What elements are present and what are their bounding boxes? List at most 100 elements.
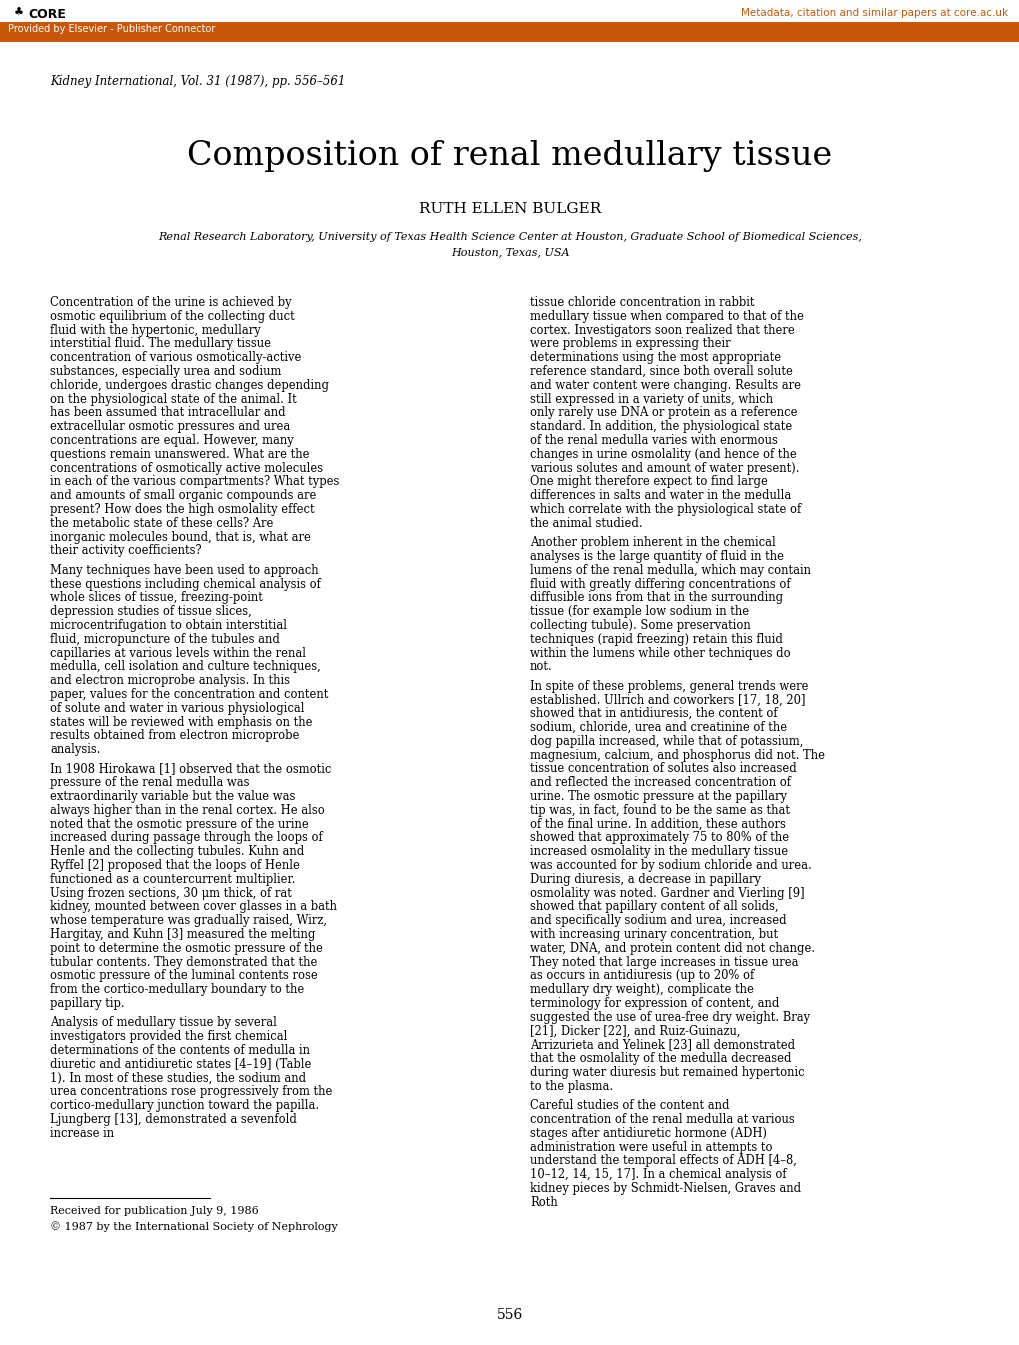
Text: papillary tip.: papillary tip.: [50, 997, 124, 1010]
Text: which correlate with the physiological state of: which correlate with the physiological s…: [530, 503, 801, 516]
Text: ♣: ♣: [14, 8, 24, 17]
Text: to the plasma.: to the plasma.: [530, 1080, 612, 1093]
Text: In spite of these problems, general trends were: In spite of these problems, general tren…: [530, 679, 808, 693]
Text: Provided by Elsevier - Publisher Connector: Provided by Elsevier - Publisher Connect…: [8, 24, 215, 34]
Text: Another problem inherent in the chemical: Another problem inherent in the chemical: [530, 537, 775, 549]
Text: fluid with greatly differing concentrations of: fluid with greatly differing concentrati…: [530, 577, 790, 590]
Text: Houston, Texas, USA: Houston, Texas, USA: [450, 247, 569, 257]
Text: investigators provided the first chemical: investigators provided the first chemica…: [50, 1030, 287, 1044]
Text: During diuresis, a decrease in papillary: During diuresis, a decrease in papillary: [530, 873, 760, 886]
Text: Henle and the collecting tubules. Kuhn and: Henle and the collecting tubules. Kuhn a…: [50, 845, 304, 858]
Text: medulla, cell isolation and culture techniques,: medulla, cell isolation and culture tech…: [50, 660, 320, 674]
Text: and specifically sodium and urea, increased: and specifically sodium and urea, increa…: [530, 915, 786, 927]
Text: standard. In addition, the physiological state: standard. In addition, the physiological…: [530, 420, 792, 433]
Text: showed that in antidiuresis, the content of: showed that in antidiuresis, the content…: [530, 707, 776, 720]
Text: Kidney International, Vol. 31 (1987), pp. 556–561: Kidney International, Vol. 31 (1987), pp…: [50, 75, 345, 87]
Text: concentration of various osmotically-active: concentration of various osmotically-act…: [50, 351, 301, 364]
Text: concentration of the renal medulla at various: concentration of the renal medulla at va…: [530, 1112, 794, 1126]
Text: increased during passage through the loops of: increased during passage through the loo…: [50, 831, 322, 845]
Text: showed that approximately 75 to 80% of the: showed that approximately 75 to 80% of t…: [530, 831, 789, 845]
Text: osmolality was noted. Gardner and Vierling [9]: osmolality was noted. Gardner and Vierli…: [530, 886, 804, 900]
Text: Many techniques have been used to approach: Many techniques have been used to approa…: [50, 564, 318, 577]
Text: [21], Dicker [22], and Ruiz-Guinazu,: [21], Dicker [22], and Ruiz-Guinazu,: [530, 1025, 740, 1037]
Text: whose temperature was gradually raised, Wirz,: whose temperature was gradually raised, …: [50, 915, 327, 927]
Text: 1). In most of these studies, the sodium and: 1). In most of these studies, the sodium…: [50, 1072, 306, 1084]
Text: from the cortico-medullary boundary to the: from the cortico-medullary boundary to t…: [50, 983, 304, 997]
Text: techniques (rapid freezing) retain this fluid: techniques (rapid freezing) retain this …: [530, 632, 783, 646]
Text: and water content were changing. Results are: and water content were changing. Results…: [530, 379, 800, 391]
Text: Analysis of medullary tissue by several: Analysis of medullary tissue by several: [50, 1017, 276, 1029]
Text: of the renal medulla varies with enormous: of the renal medulla varies with enormou…: [530, 434, 777, 447]
Text: functioned as a countercurrent multiplier.: functioned as a countercurrent multiplie…: [50, 873, 296, 886]
Text: Ryffel [2] proposed that the loops of Henle: Ryffel [2] proposed that the loops of He…: [50, 859, 300, 872]
Text: cortex. Investigators soon realized that there: cortex. Investigators soon realized that…: [530, 324, 794, 336]
Text: tubular contents. They demonstrated that the: tubular contents. They demonstrated that…: [50, 956, 317, 968]
Text: capillaries at various levels within the renal: capillaries at various levels within the…: [50, 647, 306, 659]
Text: and reflected the increased concentration of: and reflected the increased concentratio…: [530, 776, 790, 790]
Text: magnesium, calcium, and phosphorus did not. The: magnesium, calcium, and phosphorus did n…: [530, 749, 824, 761]
Text: paper, values for the concentration and content: paper, values for the concentration and …: [50, 687, 328, 701]
Text: fluid with the hypertonic, medullary: fluid with the hypertonic, medullary: [50, 324, 261, 336]
Text: Renal Research Laboratory, University of Texas Health Science Center at Houston,: Renal Research Laboratory, University of…: [158, 231, 861, 242]
Text: One might therefore expect to find large: One might therefore expect to find large: [530, 475, 767, 488]
Text: of the final urine. In addition, these authors: of the final urine. In addition, these a…: [530, 818, 785, 831]
Text: medullary dry weight), complicate the: medullary dry weight), complicate the: [530, 983, 753, 997]
Text: lumens of the renal medulla, which may contain: lumens of the renal medulla, which may c…: [530, 564, 810, 577]
Text: the metabolic state of these cells? Are: the metabolic state of these cells? Are: [50, 516, 273, 530]
Text: interstitial fluid. The medullary tissue: interstitial fluid. The medullary tissue: [50, 338, 271, 351]
Bar: [0, 22, 1019, 42]
Text: depression studies of tissue slices,: depression studies of tissue slices,: [50, 605, 252, 619]
Text: CORE: CORE: [28, 8, 66, 22]
Text: states will be reviewed with emphasis on the: states will be reviewed with emphasis on…: [50, 716, 312, 729]
Text: the animal studied.: the animal studied.: [530, 516, 642, 530]
Text: urea concentrations rose progressively from the: urea concentrations rose progressively f…: [50, 1085, 332, 1099]
Text: tip was, in fact, found to be the same as that: tip was, in fact, found to be the same a…: [530, 804, 790, 816]
Text: tissue chloride concentration in rabbit: tissue chloride concentration in rabbit: [530, 296, 754, 309]
Text: 556: 556: [496, 1307, 523, 1322]
Text: extraordinarily variable but the value was: extraordinarily variable but the value w…: [50, 790, 296, 803]
Text: medullary tissue when compared to that of the: medullary tissue when compared to that o…: [530, 309, 803, 323]
Text: In 1908 Hirokawa [1] observed that the osmotic: In 1908 Hirokawa [1] observed that the o…: [50, 763, 331, 776]
Text: urine. The osmotic pressure at the papillary: urine. The osmotic pressure at the papil…: [530, 790, 787, 803]
Text: inorganic molecules bound, that is, what are: inorganic molecules bound, that is, what…: [50, 530, 311, 543]
Text: osmotic pressure of the luminal contents rose: osmotic pressure of the luminal contents…: [50, 970, 318, 982]
Text: fluid, micropuncture of the tubules and: fluid, micropuncture of the tubules and: [50, 632, 279, 646]
Text: They noted that large increases in tissue urea: They noted that large increases in tissu…: [530, 956, 798, 968]
Text: chloride, undergoes drastic changes depending: chloride, undergoes drastic changes depe…: [50, 379, 329, 391]
Text: Arrizurieta and Yelinek [23] all demonstrated: Arrizurieta and Yelinek [23] all demonst…: [530, 1038, 795, 1052]
Text: concentrations of osmotically active molecules: concentrations of osmotically active mol…: [50, 461, 323, 475]
Text: analyses is the large quantity of fluid in the: analyses is the large quantity of fluid …: [530, 550, 784, 564]
Text: microcentrifugation to obtain interstitial: microcentrifugation to obtain interstiti…: [50, 619, 286, 632]
Text: RUTH ELLEN BULGER: RUTH ELLEN BULGER: [419, 202, 600, 217]
Text: their activity coefficients?: their activity coefficients?: [50, 545, 202, 557]
Text: stages after antidiuretic hormone (ADH): stages after antidiuretic hormone (ADH): [530, 1127, 766, 1139]
Text: kidney, mounted between cover glasses in a bath: kidney, mounted between cover glasses in…: [50, 900, 336, 913]
Text: present? How does the high osmolality effect: present? How does the high osmolality ef…: [50, 503, 314, 516]
Text: was accounted for by sodium chloride and urea.: was accounted for by sodium chloride and…: [530, 859, 811, 872]
Text: only rarely use DNA or protein as a reference: only rarely use DNA or protein as a refe…: [530, 406, 797, 420]
Text: determinations using the most appropriate: determinations using the most appropriat…: [530, 351, 781, 364]
Text: reference standard, since both overall solute: reference standard, since both overall s…: [530, 364, 792, 378]
Text: of solute and water in various physiological: of solute and water in various physiolog…: [50, 702, 305, 714]
Text: not.: not.: [530, 660, 552, 674]
Text: substances, especially urea and sodium: substances, especially urea and sodium: [50, 364, 281, 378]
Text: Careful studies of the content and: Careful studies of the content and: [530, 1099, 729, 1112]
Text: Received for publication July 9, 1986: Received for publication July 9, 1986: [50, 1206, 259, 1216]
Text: Ljungberg [13], demonstrated a sevenfold: Ljungberg [13], demonstrated a sevenfold: [50, 1112, 297, 1126]
Text: understand the temporal effects of ADH [4–8,: understand the temporal effects of ADH […: [530, 1154, 796, 1167]
Text: various solutes and amount of water present).: various solutes and amount of water pres…: [530, 461, 799, 475]
Text: extracellular osmotic pressures and urea: extracellular osmotic pressures and urea: [50, 420, 290, 433]
Text: has been assumed that intracellular and: has been assumed that intracellular and: [50, 406, 285, 420]
Text: noted that the osmotic pressure of the urine: noted that the osmotic pressure of the u…: [50, 818, 309, 831]
Text: showed that papillary content of all solids,: showed that papillary content of all sol…: [530, 900, 777, 913]
Text: within the lumens while other techniques do: within the lumens while other techniques…: [530, 647, 790, 659]
Text: increased osmolality in the medullary tissue: increased osmolality in the medullary ti…: [530, 845, 788, 858]
Text: collecting tubule). Some preservation: collecting tubule). Some preservation: [530, 619, 750, 632]
Text: © 1987 by the International Society of Nephrology: © 1987 by the International Society of N…: [50, 1221, 337, 1232]
Text: and amounts of small organic compounds are: and amounts of small organic compounds a…: [50, 490, 316, 502]
Text: questions remain unanswered. What are the: questions remain unanswered. What are th…: [50, 448, 309, 461]
Text: tissue (for example low sodium in the: tissue (for example low sodium in the: [530, 605, 748, 619]
Text: whole slices of tissue, freezing-point: whole slices of tissue, freezing-point: [50, 592, 263, 604]
Text: results obtained from electron microprobe: results obtained from electron microprob…: [50, 729, 300, 742]
Text: point to determine the osmotic pressure of the: point to determine the osmotic pressure …: [50, 941, 323, 955]
